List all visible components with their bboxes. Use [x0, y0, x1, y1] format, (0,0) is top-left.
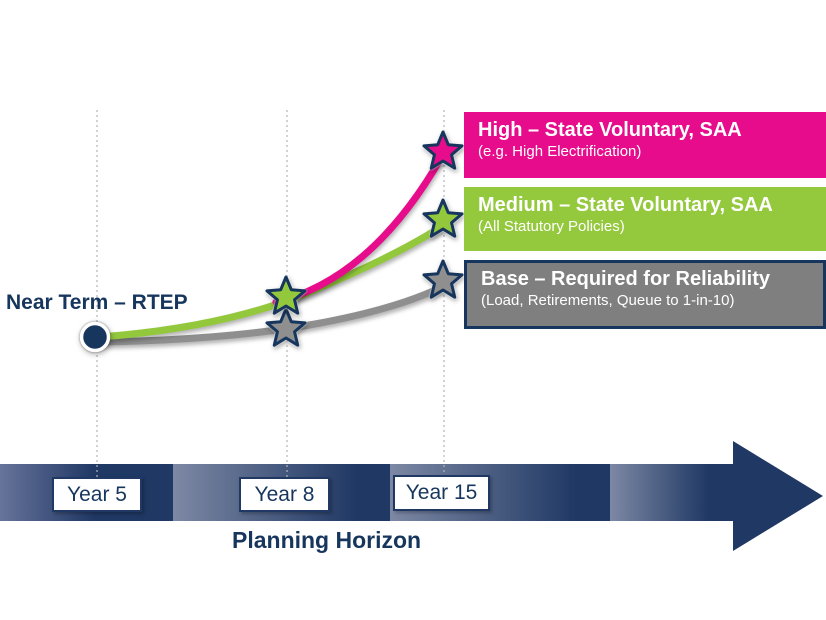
- scenario-high-box: High – State Voluntary, SAA (e.g. High E…: [464, 112, 826, 178]
- year-5-label: Year 5: [52, 477, 142, 512]
- timeline-arrowhead-icon: [733, 441, 823, 551]
- scenario-medium-title: Medium – State Voluntary, SAA: [478, 194, 773, 216]
- scenario-high-subtitle: (e.g. High Electrification): [478, 143, 642, 160]
- high-star-year15-icon: [422, 130, 464, 170]
- medium-star-year8-icon: [265, 275, 307, 315]
- scenario-medium-box: Medium – State Voluntary, SAA (All Statu…: [464, 187, 826, 251]
- scenario-base-subtitle: (Load, Retirements, Queue to 1-in-10): [481, 292, 735, 309]
- near-term-rtep-label: Near Term – RTEP: [6, 291, 188, 314]
- scenario-base-title: Base – Required for Reliability: [481, 268, 770, 290]
- timeline-arrow-segment-4: [610, 464, 733, 521]
- scenario-medium-subtitle: (All Statutory Policies): [478, 218, 625, 235]
- scenario-base-box: Base – Required for Reliability (Load, R…: [464, 260, 826, 329]
- year-15-label: Year 15: [393, 475, 490, 511]
- base-curve: [94, 280, 452, 346]
- medium-curve: [96, 218, 452, 341]
- base-star-year15-icon: [422, 259, 464, 299]
- base-star-year8-icon: [265, 307, 307, 347]
- high-curve: [272, 154, 445, 306]
- year-8-label: Year 8: [239, 477, 330, 512]
- planning-horizon-label: Planning Horizon: [232, 527, 422, 553]
- medium-star-year15-icon: [422, 198, 464, 238]
- rtep-origin-dot-icon: [79, 321, 111, 353]
- scenario-high-title: High – State Voluntary, SAA: [478, 119, 742, 141]
